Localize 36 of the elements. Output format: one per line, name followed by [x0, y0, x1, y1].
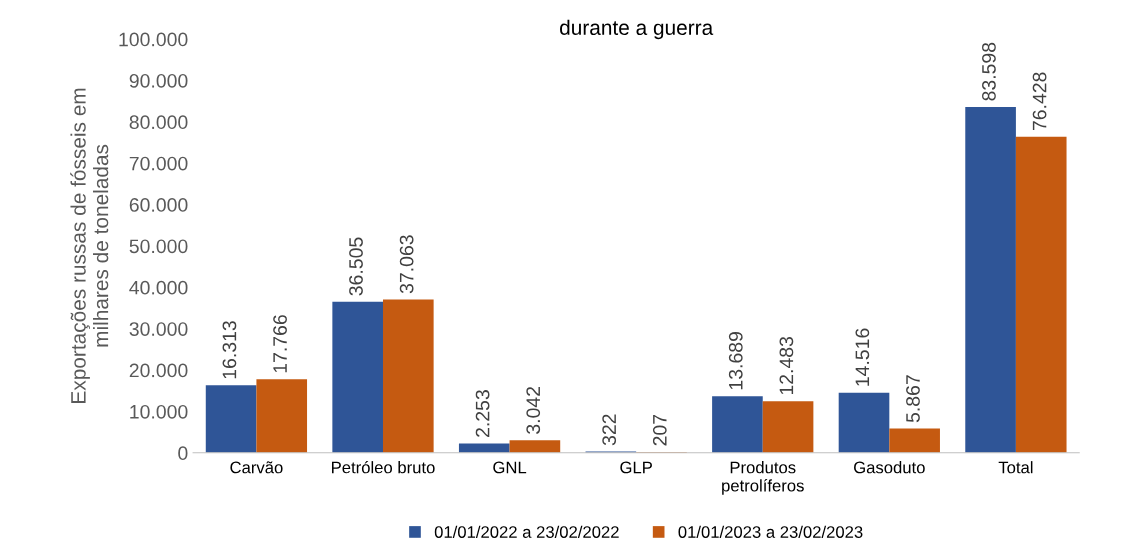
- y-axis-title: Exportações russas de fósseis em milhares de toneladas: [70, 88, 109, 403]
- data-label: 17.766: [273, 315, 287, 373]
- y-tick-label: 50.000: [129, 239, 188, 254]
- data-label: 37.063: [399, 235, 414, 294]
- y-tick-label: 90.000: [129, 73, 188, 88]
- y-tick-label: 10.000: [130, 404, 188, 419]
- y-tick-label: 70.000: [129, 156, 188, 171]
- chart-title: durante a guerra: [560, 19, 714, 40]
- data-label: 207: [652, 414, 667, 446]
- y-tick-label: 0: [178, 446, 188, 461]
- data-label: 16.313: [222, 321, 237, 379]
- data-label: 2.253: [475, 390, 490, 437]
- x-tick-label: Gasoduto: [854, 461, 925, 474]
- x-tick-label: Petróleo bruto: [332, 460, 435, 474]
- data-label: 36.505: [349, 237, 363, 296]
- y-tick-label: 100.000: [119, 32, 188, 47]
- y-tick-label: 60.000: [129, 198, 188, 212]
- data-label: 322: [602, 414, 617, 446]
- data-label: 5.867: [906, 375, 920, 423]
- y-tick-label: 30.000: [129, 322, 188, 336]
- legend-label: 01/01/2022 a 23/02/2022: [434, 525, 619, 538]
- x-tick-label: GLP: [620, 461, 652, 474]
- y-tick-label: 20.000: [129, 363, 188, 378]
- data-label: 13.689: [728, 332, 743, 390]
- data-label: 3.042: [526, 386, 541, 434]
- x-tick-label: GNL: [493, 461, 527, 474]
- data-label: 12.483: [779, 336, 794, 395]
- y-tick-label: 80.000: [129, 115, 188, 130]
- legend-label: 01/01/2023 a 23/02/2023: [678, 525, 863, 538]
- y-tick-label: 40.000: [129, 280, 188, 295]
- data-label: 83.598: [982, 42, 996, 101]
- x-tick-label: Carvão: [230, 461, 283, 474]
- x-tick-label: Produtos petrolíferos: [722, 461, 804, 495]
- data-label: 14.516: [855, 328, 870, 386]
- data-label: 76.428: [1032, 72, 1047, 131]
- x-tick-label: Total: [998, 461, 1033, 474]
